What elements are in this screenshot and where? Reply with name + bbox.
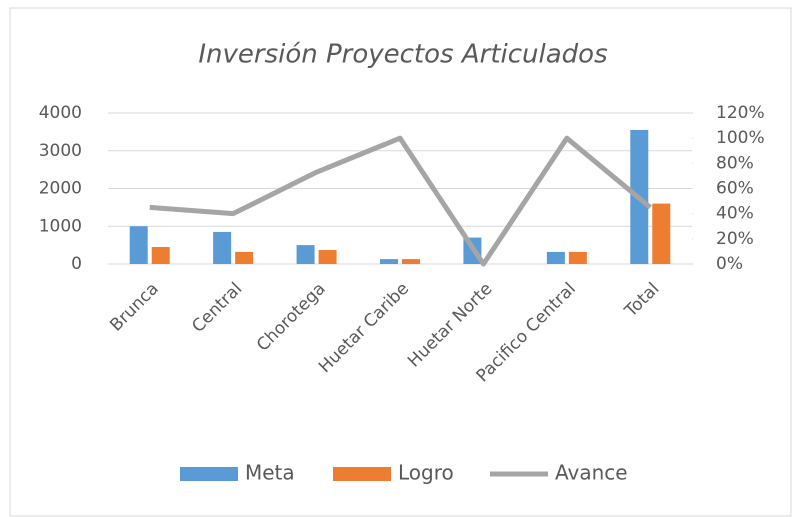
y-tick-label: 4000 (39, 103, 82, 123)
y-tick-label: 3000 (39, 141, 82, 161)
y2-tick-label: 100% (716, 128, 765, 148)
y-tick-label: 2000 (39, 179, 82, 199)
bar (380, 259, 398, 264)
bar (318, 250, 337, 264)
y2-tick-label: 80% (716, 153, 754, 173)
y2-tick-label: 20% (716, 229, 754, 249)
y-tick-label: 1000 (39, 216, 82, 236)
bar (151, 247, 170, 264)
bar (568, 251, 587, 264)
line-series (149, 135, 652, 267)
chart-frame (9, 7, 792, 517)
y-tick-label: 0 (71, 254, 82, 274)
bar (652, 203, 671, 264)
legend-swatch (180, 467, 238, 481)
y2-tick-label: 0% (716, 254, 743, 274)
legend-label: Meta (245, 461, 295, 485)
bar (546, 251, 565, 264)
legend-swatch (333, 467, 391, 481)
bar (213, 231, 232, 264)
y2-tick-label: 60% (716, 179, 754, 199)
bar (129, 226, 148, 264)
y2-tick-label: 120% (716, 103, 765, 123)
bar (296, 245, 315, 264)
bar (402, 259, 420, 264)
y2-tick-label: 40% (716, 204, 754, 224)
legend-label: Logro (398, 461, 454, 485)
chart-title: Inversión Proyectos Articulados (198, 40, 607, 70)
legend-label: Avance (555, 461, 628, 485)
bar (235, 251, 254, 264)
